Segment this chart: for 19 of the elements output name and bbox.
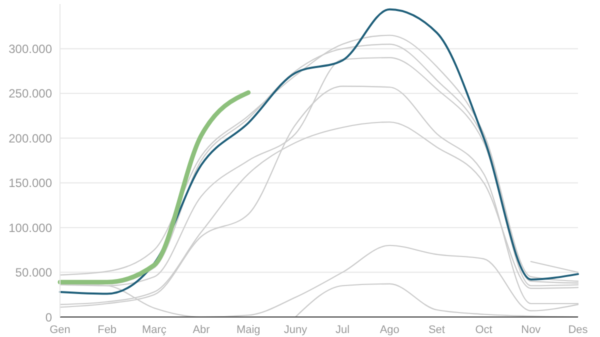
y-tick-label: 300.000 (8, 42, 52, 56)
x-tick-label: Jul (336, 324, 350, 336)
x-tick-label: Gen (50, 324, 70, 336)
x-tick-label: Abr (192, 324, 210, 336)
y-tick-label: 50.000 (15, 266, 52, 280)
x-tick-label: Feb (98, 324, 117, 336)
x-tick-label: Maig (236, 324, 260, 336)
x-tick-label: Oct (475, 324, 492, 336)
x-tick-label: Nov (521, 324, 542, 336)
x-tick-label: Des (568, 324, 588, 336)
y-tick-label: 250.000 (8, 86, 52, 101)
y-tick-label: 150.000 (8, 176, 52, 190)
y-tick-label: 0 (45, 310, 52, 324)
x-tick-label: Juny (284, 324, 308, 336)
x-tick-label: Set (428, 324, 445, 336)
x-tick-label: Març (142, 324, 167, 336)
x-tick-label: Ago (380, 324, 400, 336)
y-tick-label: 200.000 (8, 131, 52, 146)
y-tick-label: 100.000 (8, 220, 52, 235)
